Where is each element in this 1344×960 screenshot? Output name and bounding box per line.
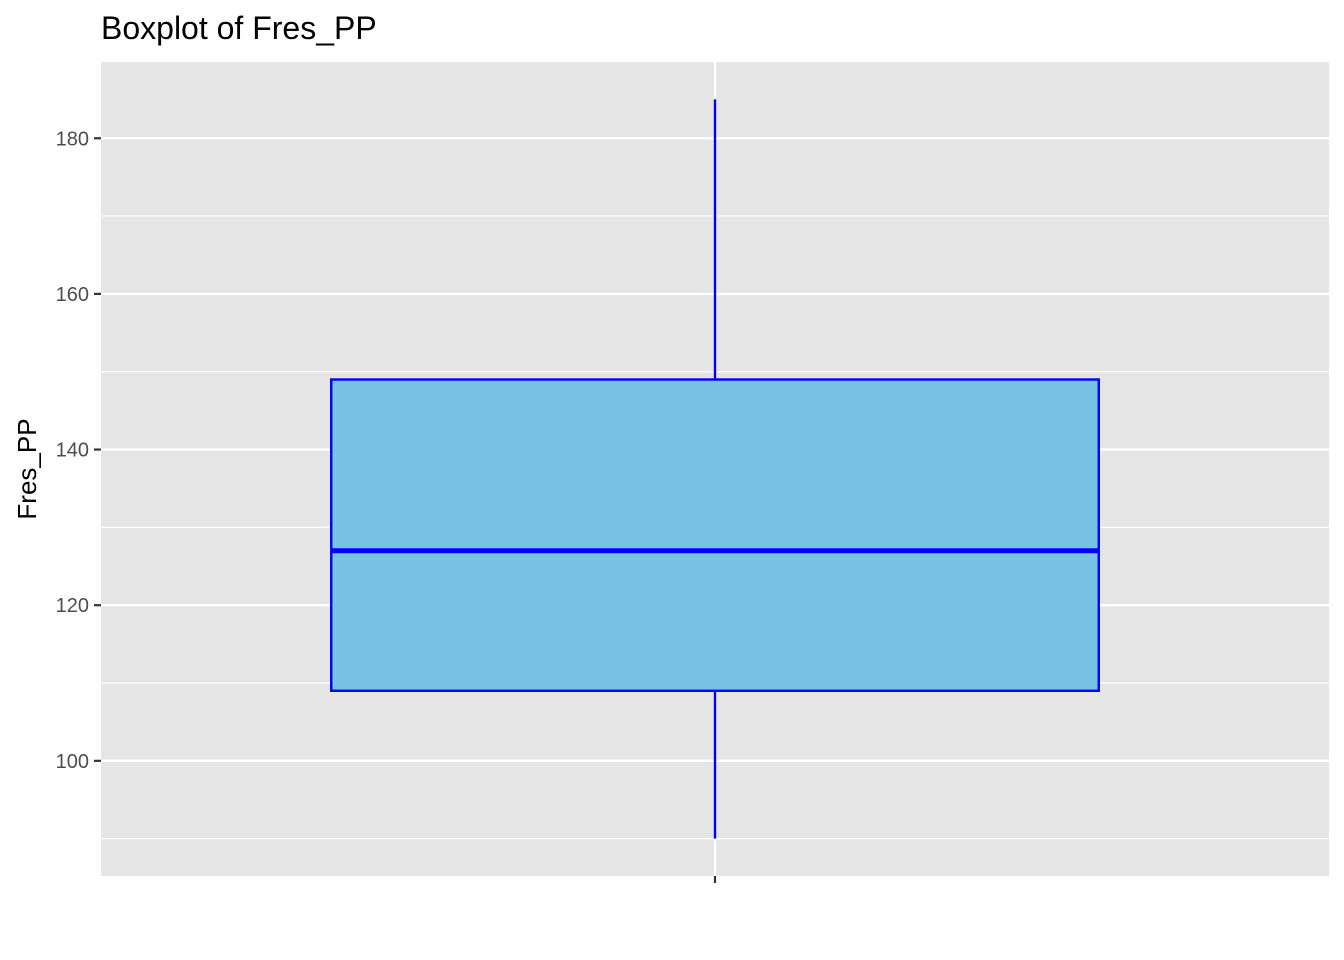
chart-title: Boxplot of Fres_PP — [101, 10, 377, 46]
axis-layer: 100 120 140 160 180 — [56, 128, 717, 883]
box-iqr — [330, 378, 1100, 692]
y-tick-label: 140 — [56, 440, 89, 462]
y-axis-title: Fres_PP — [12, 418, 42, 519]
y-tick-label: 120 — [56, 595, 89, 617]
y-tick-label: 180 — [56, 128, 89, 150]
y-tick-label: 160 — [56, 284, 89, 306]
y-tick-label: 100 — [56, 751, 89, 773]
box-layer — [330, 99, 1100, 839]
